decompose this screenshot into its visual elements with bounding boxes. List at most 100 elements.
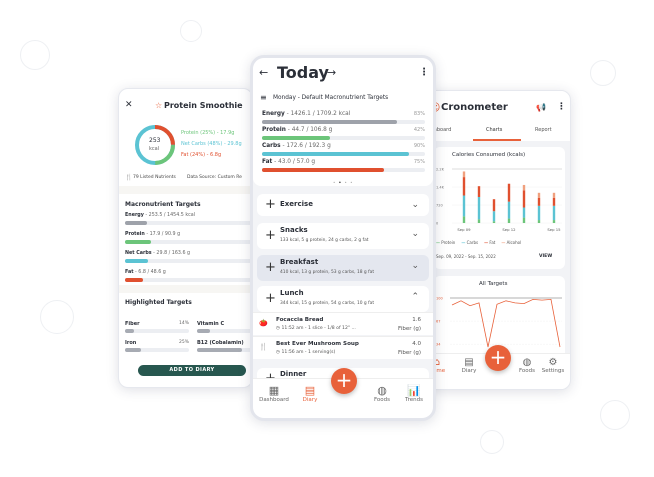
highlighted-pct: 25% [179, 340, 190, 345]
target-progress-bar [125, 240, 252, 244]
megaphone-icon[interactable]: 📢 [536, 103, 546, 112]
kcal-unit: kcal [149, 146, 160, 152]
chevron-icon[interactable]: ⌄ [411, 229, 419, 239]
bar-fat [492, 199, 496, 212]
foods-icon: ◍ [377, 384, 387, 397]
target-row: Fat - 43.0 / 57.0 g [262, 159, 316, 165]
add-fab[interactable]: + [485, 345, 511, 371]
nav-settings[interactable]: ⚙ Settings [538, 357, 568, 374]
x-tick-label: Sep 09 [457, 227, 471, 232]
meal-section-exercise[interactable]: + Exercise ⌄ [257, 194, 429, 216]
star-icon[interactable]: ☆ [155, 101, 163, 110]
highlighted-pct: 14% [179, 321, 190, 326]
more-menu-icon[interactable]: ⋮ [557, 102, 566, 112]
bar-protein [537, 220, 541, 223]
kcal-value: 253 [149, 137, 161, 144]
add-icon[interactable]: + [265, 228, 276, 243]
close-icon[interactable]: ✕ [125, 100, 133, 110]
calories-chart-card[interactable]: Calories Consumed (kcals) 0 720 1.4K 2.2K Se… [434, 147, 565, 269]
food-entry[interactable]: 🍅 Focaccia Bread ◷ 11:52 am - 1 slice - … [253, 312, 433, 335]
hamburger-icon[interactable]: ≡ [260, 93, 267, 102]
target-progress-bar [262, 136, 425, 140]
y-tick-label: 1.4K [436, 186, 445, 190]
bar-alcohol [522, 184, 526, 191]
highlighted-name: Fiber [125, 321, 140, 327]
target-row: Protein - 17.9 / 90.9 g [125, 232, 181, 237]
bar-fat [462, 177, 466, 196]
foods-icon: ◍ [522, 357, 532, 368]
target-progress-bar [125, 278, 252, 282]
chevron-icon[interactable]: ⌃ [411, 292, 419, 302]
bar-protein [507, 218, 511, 223]
tomato-icon: 🍅 [259, 319, 268, 327]
add-icon[interactable]: + [265, 260, 276, 275]
meal-section-lunch[interactable]: + Lunch 344 kcal, 15 g protein, 54 g car… [257, 286, 429, 312]
add-icon[interactable]: + [265, 197, 276, 212]
add-icon[interactable]: + [265, 291, 276, 306]
add-to-diary-button[interactable]: ADD TO DIARY [138, 365, 246, 376]
highlighted-name: Vitamin C [197, 321, 225, 327]
bar-alcohol [537, 192, 541, 198]
bar-protein [492, 221, 496, 223]
target-pct: 75% [413, 159, 425, 165]
highlighted-name: Iron [125, 340, 137, 346]
nav-dashboard[interactable]: ▦ Dashboard [257, 384, 291, 403]
calories-bar-chart: 0 720 1.4K 2.2K Sep 09 Sep 12 Sep 15 [436, 168, 562, 232]
chevron-icon[interactable]: ⌄ [411, 261, 419, 271]
target-progress-bar [125, 221, 252, 225]
target-row: Energy - 1426.1 / 1709.2 kcal [262, 111, 351, 117]
date-range: Sep. 09, 2022 - Sep. 15, 2022 [436, 254, 496, 259]
fork-knife-icon: 🍴 [125, 174, 133, 181]
food-entry[interactable]: 🍴 Best Ever Mushroom Soup ◷ 11:56 am - 1… [253, 336, 433, 359]
carbs-macro: Net Carbs (48%) - 29.8g [181, 141, 242, 147]
prev-day-arrow-icon[interactable]: ← [259, 66, 269, 79]
nav-diary[interactable]: ▤ Diary [454, 357, 484, 374]
highlighted-progress-bar [197, 329, 252, 333]
add-fab[interactable]: + [331, 368, 357, 394]
charts-screen: ☺ Cronometer 📢 ⋮ ashboard Charts Report … [425, 90, 571, 390]
fat-macro: Fat (24%) - 6.8g [181, 152, 222, 158]
tab-dashboard[interactable]: ashboard [428, 127, 452, 133]
view-link[interactable]: VIEW [539, 254, 553, 259]
meal-section-snacks[interactable]: + Snacks 133 kcal, 5 g protein, 24 g car… [257, 223, 429, 249]
page-dots[interactable]: • • • • [333, 180, 354, 185]
bar-carbs [462, 195, 466, 217]
legend-item: — Protein [436, 240, 456, 245]
trends-icon: 📊 [407, 384, 421, 397]
bar-alcohol [462, 171, 466, 178]
meal-section-breakfast[interactable]: + Breakfast 410 kcal, 13 g protein, 53 g… [257, 255, 429, 281]
more-menu-icon[interactable]: ⋮ [419, 67, 429, 78]
food-detail-screen: ✕ ☆ Protein Smoothie 253 kcal Protein (2… [118, 88, 253, 388]
bar-carbs [492, 211, 496, 222]
bar-alcohol [552, 192, 556, 198]
target-row: Net Carbs - 29.8 / 163.6 g [125, 251, 191, 256]
target-row: Energy - 253.5 / 1454.5 kcal [125, 213, 196, 218]
nav-diary[interactable]: ▤ Diary [293, 384, 327, 403]
target-progress-bar [262, 152, 425, 156]
nav-foods[interactable]: ◍ Foods [512, 357, 542, 374]
diary-icon: ▤ [464, 357, 474, 368]
targets-subtitle: Monday - Default Macronutrient Targets [273, 95, 389, 101]
bar-carbs [552, 205, 556, 221]
diary-icon: ▤ [304, 384, 316, 397]
chevron-icon[interactable]: ⌄ [411, 200, 419, 210]
tab-charts[interactable]: Charts [486, 127, 503, 133]
data-source: Data Source: Custom Re [187, 175, 242, 180]
target-pct: 83% [413, 111, 425, 117]
highlighted-progress-bar [125, 329, 189, 333]
chart-title: Calories Consumed (kcals) [452, 152, 526, 158]
target-pct: 90% [413, 143, 425, 149]
nav-trends[interactable]: 📊 Trends [397, 384, 431, 403]
fork-knife-icon: 🍴 [259, 343, 268, 351]
legend-item: — Fat [484, 240, 496, 245]
tab-report[interactable]: Report [535, 127, 552, 133]
next-day-arrow-icon[interactable]: → [327, 66, 337, 79]
y-tick-label: 0 [436, 222, 438, 226]
nav-foods[interactable]: ◍ Foods [365, 384, 399, 403]
highlighted-progress-bar [125, 348, 189, 352]
y-tick-label: 100 [436, 297, 443, 301]
x-tick-label: Sep 12 [502, 227, 516, 232]
nav-home[interactable]: ⌂ Home [426, 357, 452, 374]
bar-fat [507, 183, 511, 202]
bar-fat [537, 197, 541, 206]
